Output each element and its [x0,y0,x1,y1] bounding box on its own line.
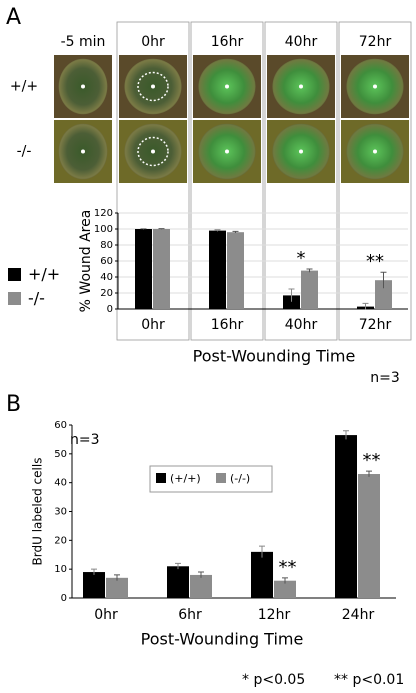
eye-glint [299,149,303,154]
eye-glint [299,84,303,89]
bar [83,572,105,598]
error-bar [259,545,265,558]
x-tick-label: 16hr [211,317,244,333]
panel-label: B [6,392,21,417]
bar [251,551,273,598]
y-tick-label: 30 [54,507,67,518]
column-label: 40hr [285,34,318,50]
bar [301,270,318,309]
x-tick-label: 6hr [178,607,202,623]
eye-glint [81,149,85,154]
legend-box [149,465,273,493]
bar [227,232,244,309]
wound-outline [137,136,169,167]
annotation: * [297,248,306,269]
annotation: ** [363,450,381,471]
error-bar [198,571,204,578]
y-tick-label: 40 [100,272,113,283]
eye-glint [373,149,377,154]
bar [190,574,212,598]
bar [153,229,170,309]
row-label: -/- [17,144,32,160]
legend-label: +/+ [28,265,60,284]
x-axis-label: Post-Wounding Time [141,630,304,649]
footnote: * p<0.05 [242,672,305,688]
y-tick-label: 0 [61,593,67,604]
y-axis-label: % Wound Area [78,210,94,313]
bar [167,566,189,598]
column-label: 0hr [141,34,165,50]
eye-glint [151,149,155,154]
eye-glint [225,84,229,89]
legend-swatch [8,292,21,305]
error-bar [380,271,387,289]
error-bar [288,288,295,302]
legend-label: (+/+) [170,472,201,485]
error-bar [91,568,97,575]
eye-glint [373,84,377,89]
x-tick-label: 40hr [285,317,318,333]
annotation: ** [366,251,384,272]
y-tick-label: 0 [107,304,113,315]
footnote: ** p<0.01 [334,672,404,688]
x-axis-label: Post-Wounding Time [193,347,356,366]
bar [335,435,357,598]
error-bar [114,574,120,581]
y-tick-label: 60 [100,256,113,267]
x-tick-label: 0hr [94,607,118,623]
y-tick-label: 100 [94,224,113,235]
error-bar [366,470,372,477]
legend-label: -/- [28,289,45,308]
x-tick-label: 0hr [141,317,165,333]
bar [106,577,128,598]
error-bar [214,229,221,232]
bar [283,295,300,309]
note: n=3 [370,370,400,386]
error-bar [282,577,288,584]
y-tick-label: 40 [54,478,67,489]
error-bar [343,430,349,440]
y-tick-label: 20 [54,535,67,546]
bar [375,280,392,309]
error-bar [306,268,313,273]
bar [358,474,380,598]
eye-glint [151,84,155,89]
error-bar [158,228,165,230]
note: n=3 [70,432,100,448]
legend-swatch [156,473,166,483]
x-tick-label: 12hr [258,607,291,623]
error-bar [362,302,369,310]
legend-swatch [8,268,21,281]
eye-glint [225,149,229,154]
wound-outline [137,71,169,102]
legend-label: (-/-) [230,472,250,485]
x-tick-label: 24hr [342,607,375,623]
eye-glint [81,84,85,89]
legend-swatch [216,473,226,483]
y-tick-label: 80 [100,240,113,251]
y-tick-label: 10 [54,564,67,575]
x-tick-label: 72hr [359,317,392,333]
y-tick-label: 120 [94,208,113,219]
annotation: ** [279,557,297,578]
error-bar [232,230,239,233]
bar [209,230,226,309]
y-tick-label: 60 [54,420,67,431]
y-tick-label: 50 [54,449,67,460]
error-bar [175,562,181,570]
column-label: 72hr [359,34,392,50]
error-bar [140,228,147,230]
bar [274,580,296,598]
panel-label: A [6,5,21,30]
column-label: 16hr [211,34,244,50]
bar [135,229,152,309]
row-label: +/+ [10,79,38,95]
column-label: -5 min [61,34,106,50]
y-axis-label: BrdU labeled cells [31,458,45,566]
y-tick-label: 20 [100,288,113,299]
